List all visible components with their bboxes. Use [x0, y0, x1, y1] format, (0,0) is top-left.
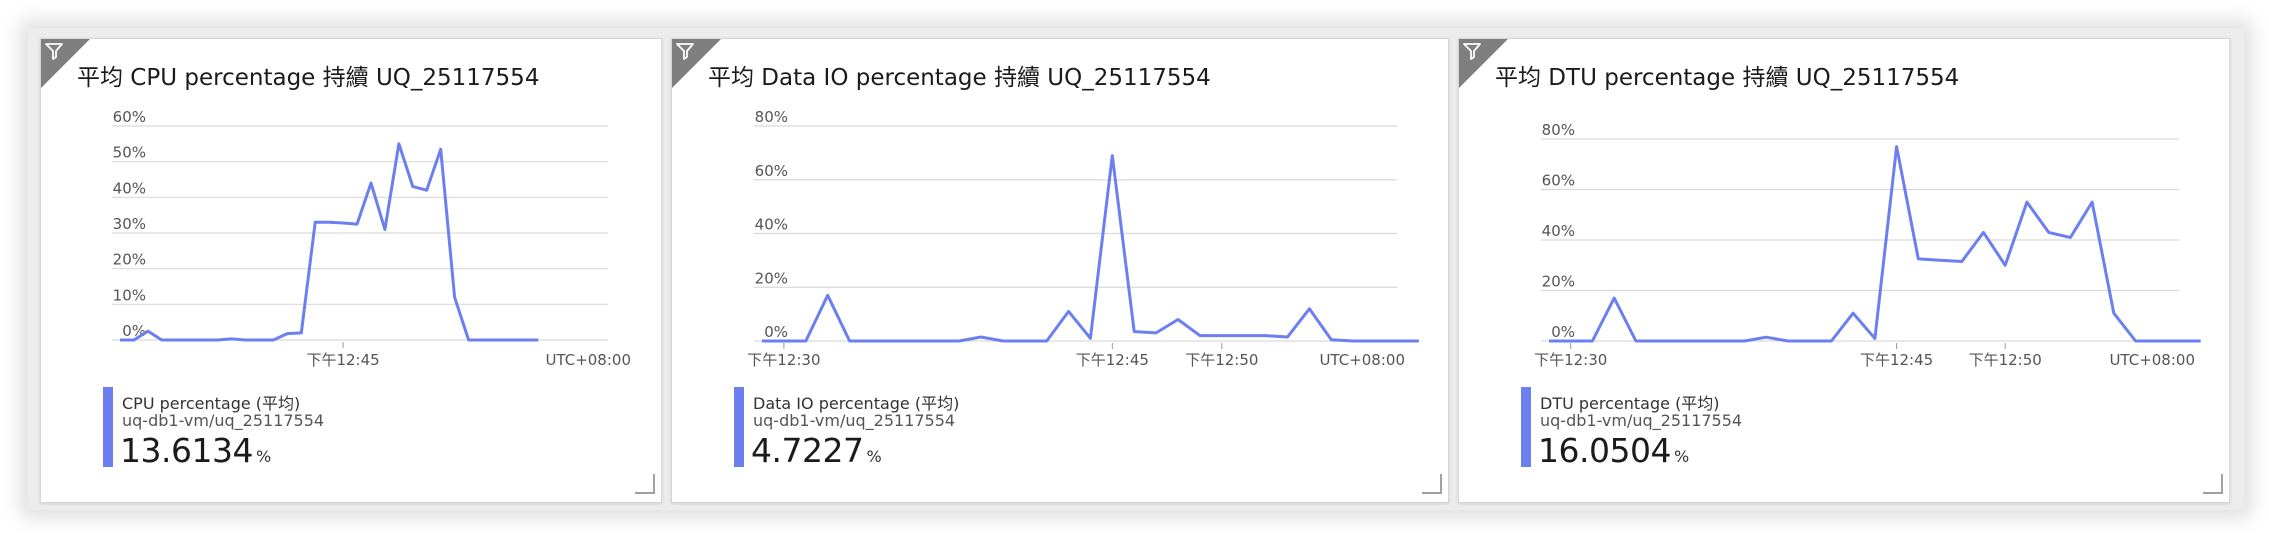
series-line [120, 142, 539, 342]
y-tick-label: 50% [113, 144, 146, 162]
x-tick-label: 下午12:45 [306, 351, 379, 369]
line-chart: 0% 20% 40% 60% 80% 下午12:30 下午12:45 下午12:50 UTC+0… [1534, 121, 2201, 369]
metric-value: 4.7227 [751, 431, 864, 470]
y-tick-label: 0% [122, 322, 146, 340]
filter-icon[interactable] [675, 42, 697, 60]
legend-color-bar [103, 387, 113, 467]
x-tick-label: 下午12:45 [1076, 351, 1149, 369]
y-tick-label: 10% [113, 286, 146, 304]
filter-icon[interactable] [1462, 42, 1484, 60]
metric-value: 16.0504 [1538, 431, 1671, 470]
legend-metric-name: DTU percentage (平均) [1540, 394, 1720, 413]
legend-resource-name: uq-db1-vm/uq_25117554 [122, 411, 325, 430]
y-tick-label: 20% [1542, 273, 1575, 291]
timezone-label: UTC+08:00 [1319, 351, 1405, 369]
y-tick-label: 60% [1542, 172, 1575, 190]
metric-unit: % [866, 447, 882, 466]
y-tick-label: 40% [755, 216, 788, 234]
y-tick-label: 40% [113, 179, 146, 197]
x-tick-label: 下午12:30 [1534, 351, 1607, 369]
metric-summary: 16.0504% [1538, 431, 1689, 470]
series-line [762, 154, 1419, 343]
resize-handle[interactable] [635, 474, 655, 494]
x-tick-label: 下午12:30 [747, 351, 820, 369]
resize-handle[interactable] [1422, 474, 1442, 494]
line-chart: 0% 20% 40% 60% 80% 下午12:30 下午12:45 下午12:50 UTC+0… [747, 108, 1419, 369]
line-chart: 0% 10% 20% 30% 40% 50% 60% 下午12:45 UTC+08:00 [112, 108, 631, 369]
tile-title[interactable]: 平均 Data IO percentage 持續 UQ_25117554 [708, 65, 1211, 91]
metric-value: 13.6134 [120, 431, 253, 470]
x-tick-label: 下午12:45 [1860, 351, 1933, 369]
x-tick-label: 下午12:50 [1969, 351, 2042, 369]
y-tick-label: 80% [755, 108, 788, 126]
tile-title[interactable]: 平均 CPU percentage 持續 UQ_25117554 [77, 65, 540, 91]
filter-icon[interactable] [44, 42, 66, 60]
metric-tile-dtu[interactable]: 平均 DTU percentage 持續 UQ_25117554 0% 20% 40… [1458, 38, 2230, 503]
legend-metric-name: Data IO percentage (平均) [753, 394, 960, 413]
legend-resource-name: uq-db1-vm/uq_25117554 [1540, 411, 1743, 430]
y-tick-label: 40% [1542, 222, 1575, 240]
legend-color-bar [734, 387, 744, 467]
y-tick-label: 80% [1542, 121, 1575, 139]
legend-color-bar [1521, 387, 1531, 467]
metric-unit: % [255, 447, 272, 466]
timezone-label: UTC+08:00 [545, 351, 631, 369]
metric-unit: % [1673, 447, 1690, 466]
resize-handle[interactable] [2203, 474, 2223, 494]
metric-summary: 4.7227% [751, 431, 882, 470]
y-tick-label: 60% [755, 162, 788, 180]
y-tick-label: 20% [113, 251, 146, 269]
y-tick-label: 20% [755, 269, 788, 287]
metric-tile-cpu[interactable]: 平均 CPU percentage 持續 UQ_25117554 0% 10% 20… [40, 38, 662, 503]
legend-resource-name: uq-db1-vm/uq_25117554 [753, 411, 956, 430]
y-tick-label: 60% [113, 108, 146, 126]
tile-title[interactable]: 平均 DTU percentage 持續 UQ_25117554 [1495, 65, 1960, 91]
x-tick-label: 下午12:50 [1185, 351, 1258, 369]
metric-summary: 13.6134% [120, 431, 271, 470]
y-tick-label: 0% [764, 323, 788, 341]
y-tick-label: 30% [113, 215, 146, 233]
metric-tile-data-io[interactable]: 平均 Data IO percentage 持續 UQ_25117554 0% 2… [671, 38, 1449, 503]
y-tick-label: 0% [1551, 323, 1575, 341]
timezone-label: UTC+08:00 [2109, 351, 2195, 369]
legend-metric-name: CPU percentage (平均) [122, 394, 301, 413]
series-line [1549, 145, 2201, 343]
